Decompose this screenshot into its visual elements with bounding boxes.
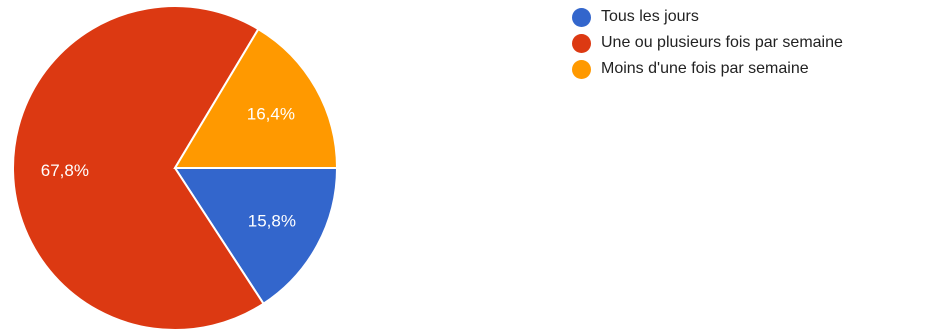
legend-swatch — [572, 59, 591, 79]
pie-value-label-1: 15,8% — [248, 211, 296, 230]
legend-label: Une ou plusieurs fois par semaine — [601, 34, 843, 51]
pie-value-label-2: 67,8% — [41, 161, 89, 180]
legend-label: Tous les jours — [601, 8, 699, 25]
pie-slice-3 — [173, 27, 339, 169]
legend-swatch — [572, 33, 591, 53]
legend-item[interactable]: Moins d'une fois par semaine — [572, 56, 843, 82]
pie-value-labels: 15,8% 67,8% 16,4% — [41, 105, 296, 231]
pie-value-label-3: 16,4% — [247, 105, 295, 124]
chart-legend: Tous les jours Une ou plusieurs fois par … — [572, 4, 843, 82]
pie-slices — [12, 5, 339, 330]
legend-label: Moins d'une fois par semaine — [601, 60, 809, 77]
legend-item[interactable]: Une ou plusieurs fois par semaine — [572, 30, 843, 56]
legend-swatch — [572, 7, 591, 27]
legend-item[interactable]: Tous les jours — [572, 4, 843, 30]
pie-slice-1 — [173, 167, 339, 306]
